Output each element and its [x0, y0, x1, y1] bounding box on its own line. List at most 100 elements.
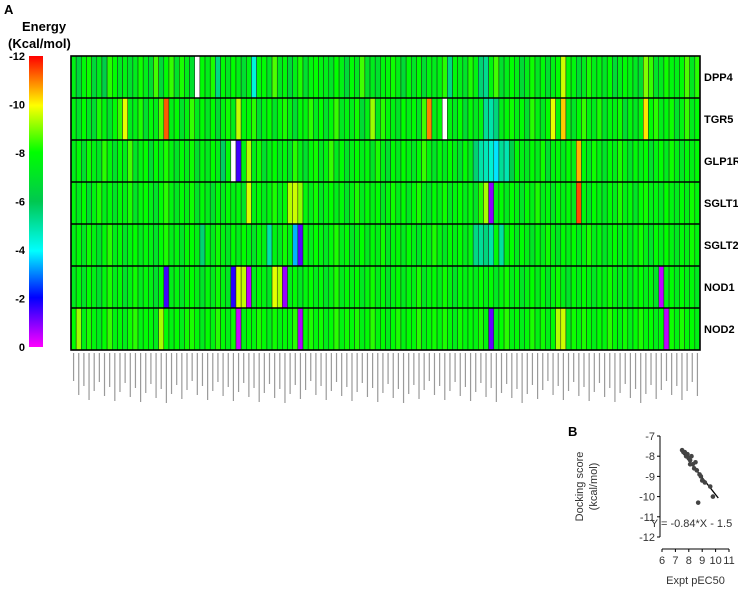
heatmap-cell [220, 55, 226, 99]
heatmap-cell [550, 265, 556, 309]
heatmap-cell [462, 307, 469, 351]
heatmap-cell [472, 139, 479, 183]
heatmap-cell [560, 265, 567, 309]
heatmap-cell [643, 307, 649, 351]
heatmap-cell [570, 265, 577, 309]
scatter-y-tick-label: -8 [645, 451, 655, 463]
heatmap-cell [606, 97, 613, 141]
heatmap-cell [328, 139, 335, 183]
heatmap-cell [560, 97, 567, 141]
heatmap-cell [313, 307, 319, 351]
heatmap-cell [333, 55, 340, 99]
heatmap-cell [472, 55, 479, 99]
heatmap-cell [514, 265, 520, 309]
scatter-x-tick-label: 8 [686, 555, 692, 567]
heatmap-cell [689, 223, 696, 267]
heatmap-cell [158, 55, 165, 99]
heatmap-cell [122, 97, 128, 141]
heatmap-cell [483, 307, 489, 351]
heatmap-cell [225, 223, 232, 267]
heatmap-cell [632, 223, 639, 267]
heatmap-cell [256, 55, 263, 99]
heatmap-cell [199, 139, 206, 183]
heatmap-cell [632, 97, 639, 141]
heatmap-cell [632, 55, 639, 99]
heatmap-cell [617, 55, 623, 99]
heatmap-cell [472, 307, 479, 351]
heatmap-cell [374, 97, 381, 141]
colorbar-tick-label: -4 [15, 245, 26, 257]
heatmap-cell [179, 55, 185, 99]
heatmap-cell [385, 55, 391, 99]
heatmap-cell [570, 55, 577, 99]
heatmap-cell [194, 181, 201, 225]
heatmap-cell [529, 265, 536, 309]
heatmap-cell [333, 97, 340, 141]
heatmap-cell [158, 265, 165, 309]
heatmap-cell [395, 97, 402, 141]
heatmap-cell [601, 307, 608, 351]
heatmap-cell [184, 265, 190, 309]
heatmap-cell [246, 55, 252, 99]
heatmap-cell [142, 265, 149, 309]
heatmap-cell [483, 139, 489, 183]
heatmap-cell [261, 223, 268, 267]
heatmap-cell [359, 55, 366, 99]
heatmap-cell [643, 223, 649, 267]
heatmap-cell [354, 97, 360, 141]
heatmap-frame [70, 55, 701, 351]
heatmap-cell [209, 55, 216, 99]
heatmap-cell [240, 97, 247, 141]
colorbar-tick-label: -10 [9, 100, 25, 112]
heatmap-cell [148, 265, 154, 309]
heatmap-cell [431, 223, 438, 267]
heatmap-cell [539, 55, 546, 99]
heatmap-cell [297, 223, 304, 267]
heatmap-cell [215, 139, 221, 183]
heatmap-cell [565, 265, 572, 309]
heatmap-cell [189, 97, 195, 141]
heatmap-cell [112, 307, 118, 351]
heatmap-row-label: GLP1R [704, 156, 738, 168]
heatmap-cell [606, 181, 613, 225]
heatmap-cell [668, 181, 675, 225]
heatmap-cell [385, 223, 391, 267]
heatmap-cell [581, 139, 587, 183]
heatmap-cell [617, 307, 623, 351]
colorbar-tick-label: -12 [9, 51, 25, 63]
colorbar-tick-label: -2 [15, 294, 25, 306]
heatmap-cell [173, 55, 180, 99]
heatmap-cell [81, 55, 87, 99]
heatmap-cell [230, 307, 237, 351]
heatmap-cell [374, 265, 381, 309]
heatmap-cell [122, 55, 128, 99]
heatmap-cell [529, 55, 536, 99]
heatmap-cell [478, 265, 484, 309]
heatmap-cell [493, 97, 500, 141]
heatmap-cell [555, 139, 562, 183]
heatmap-cell [318, 97, 324, 141]
heatmap-cell [637, 55, 644, 99]
heatmap-cell [436, 55, 443, 99]
heatmap-cell [220, 265, 226, 309]
heatmap-cell [261, 55, 268, 99]
heatmap-cell [344, 307, 350, 351]
heatmap-cell [209, 139, 216, 183]
heatmap-cell [447, 223, 453, 267]
heatmap-cell [385, 265, 391, 309]
heatmap-cell [137, 307, 144, 351]
heatmap-cell [359, 307, 366, 351]
heatmap-cell [91, 181, 98, 225]
heatmap-cell [452, 139, 458, 183]
heatmap-cell [189, 181, 195, 225]
heatmap-cell [240, 55, 247, 99]
heatmap-cell [637, 181, 644, 225]
heatmap-cell [333, 223, 340, 267]
heatmap-cell [137, 223, 144, 267]
heatmap-cell [668, 307, 675, 351]
heatmap-cell [472, 223, 479, 267]
heatmap-cell [106, 139, 113, 183]
heatmap-cell [349, 307, 355, 351]
heatmap-cell [225, 139, 232, 183]
heatmap-cell [287, 307, 293, 351]
